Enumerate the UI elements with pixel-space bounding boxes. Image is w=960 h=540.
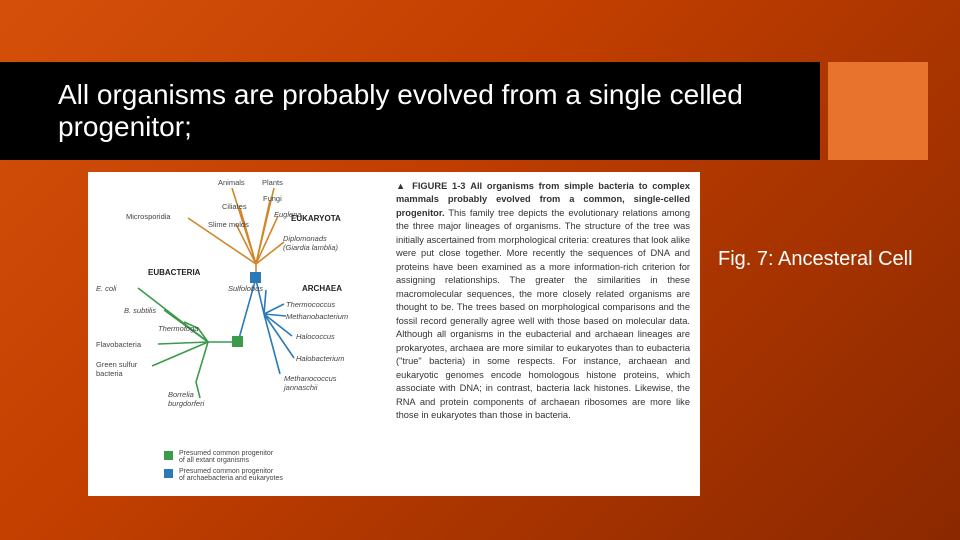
taxon-label: Green sulfur bacteria bbox=[96, 360, 137, 378]
domain-eubacteria: EUBACTERIA bbox=[148, 268, 200, 277]
taxon-label: Halococcus bbox=[296, 332, 335, 341]
domain-archaea: ARCHAEA bbox=[302, 284, 342, 293]
taxon-label: Borrelia burgdorferi bbox=[168, 390, 204, 408]
legend-text: Presumed common progenitor of archaebact… bbox=[179, 468, 283, 482]
taxon-label: Slime molds bbox=[208, 220, 249, 229]
slide-title: All organisms are probably evolved from … bbox=[0, 79, 820, 143]
accent-block bbox=[828, 62, 928, 160]
caption-head: FIGURE 1-3 bbox=[412, 181, 465, 191]
taxon-label: E. coli bbox=[96, 284, 116, 293]
taxon-label: Plants bbox=[262, 178, 283, 187]
taxon-label: B. subtilis bbox=[124, 306, 156, 315]
caption-marker: ▲ bbox=[396, 181, 407, 191]
taxon-label: Sulfolobus bbox=[228, 284, 263, 293]
taxon-label: Euglena bbox=[274, 210, 302, 219]
taxon-label: Halobacterium bbox=[296, 354, 344, 363]
figure-caption: ▲ FIGURE 1-3 All organisms from simple b… bbox=[386, 172, 700, 496]
legend-text: Presumed common progenitor of all extant… bbox=[179, 450, 273, 464]
legend-item: Presumed common progenitor of all extant… bbox=[164, 450, 283, 464]
taxon-label: Microsporidia bbox=[126, 212, 171, 221]
legend-swatch bbox=[164, 469, 173, 478]
phylogenetic-tree: EUKARYOTA EUBACTERIA ARCHAEA AnimalsPlan… bbox=[88, 172, 386, 496]
legend-swatch bbox=[164, 451, 173, 460]
common-ae-node bbox=[250, 272, 261, 283]
taxon-label: Thermotoga bbox=[158, 324, 198, 333]
taxon-label: Flavobacteria bbox=[96, 340, 141, 349]
taxon-label: Diplomonads (Giardia lamblia) bbox=[283, 234, 338, 252]
title-bar: All organisms are probably evolved from … bbox=[0, 62, 820, 160]
legend-item: Presumed common progenitor of archaebact… bbox=[164, 468, 283, 482]
figure-panel: EUKARYOTA EUBACTERIA ARCHAEA AnimalsPlan… bbox=[88, 172, 700, 496]
taxon-label: Fungi bbox=[263, 194, 282, 203]
taxon-label: Animals bbox=[218, 178, 245, 187]
taxon-label: Methanococcus jannaschii bbox=[284, 374, 337, 392]
common-all-node bbox=[232, 336, 243, 347]
taxon-label: Thermococcus bbox=[286, 300, 335, 309]
taxon-label: Methanobacterium bbox=[286, 312, 348, 321]
taxon-label: Ciliates bbox=[222, 202, 247, 211]
tree-legend: Presumed common progenitor of all extant… bbox=[164, 450, 283, 486]
figure-label: Fig. 7: Ancesteral Cell bbox=[718, 248, 913, 271]
caption-body: This family tree depicts the evolutionar… bbox=[396, 208, 690, 420]
